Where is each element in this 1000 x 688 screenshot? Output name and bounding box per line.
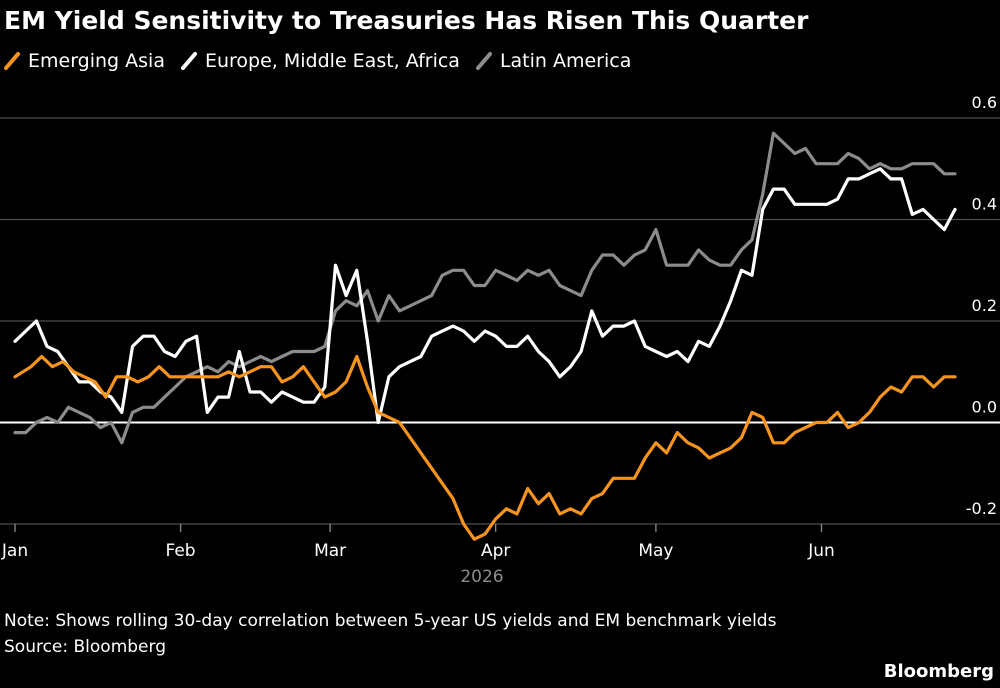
y-axis-ticks: 0.6 0.4 0.2 0.0 -0.2	[966, 93, 997, 518]
y-tick-label: 0.0	[972, 398, 997, 417]
legend-swatch-emea	[180, 52, 197, 70]
x-tick-label: Mar	[314, 541, 346, 561]
series-line-emea	[13, 167, 957, 425]
x-tick-label: May	[638, 541, 673, 561]
x-tick-label: Apr	[481, 541, 510, 561]
legend-label-emerging-asia: Emerging Asia	[28, 50, 165, 72]
legend-label-emea: Europe, Middle East, Africa	[204, 50, 460, 72]
y-tick-label: -0.2	[966, 499, 997, 518]
chart-source: Source: Bloomberg	[4, 637, 166, 657]
y-tick-label: 0.2	[972, 296, 997, 315]
legend-item-emerging-asia: Emerging Asia	[4, 50, 165, 72]
x-axis-label: 2026	[460, 567, 503, 587]
chart-note: Note: Shows rolling 30-day correlation b…	[4, 611, 777, 631]
series-line-emerging-asia	[13, 354, 957, 541]
legend-swatch-latin-america	[475, 52, 492, 70]
y-tick-label: 0.4	[972, 195, 997, 214]
legend-swatch-emerging-asia	[4, 52, 20, 70]
brand-logo: Bloomberg	[883, 661, 994, 682]
x-tick-label: Feb	[166, 541, 196, 561]
chart-legend: Emerging Asia Europe, Middle East, Afric…	[4, 50, 647, 72]
legend-item-emea: Europe, Middle East, Africa	[180, 50, 460, 72]
x-tick-label: Jan	[1, 541, 28, 561]
legend-label-latin-america: Latin America	[499, 50, 632, 72]
legend-item-latin-america: Latin America	[475, 50, 632, 72]
x-axis-ticks: Jan Feb Mar Apr May Jun	[1, 524, 835, 561]
y-tick-label: 0.6	[972, 93, 997, 112]
gridlines	[0, 117, 1000, 525]
chart-title: EM Yield Sensitivity to Treasuries Has R…	[4, 6, 809, 35]
x-tick-label: Jun	[807, 541, 835, 561]
series-line-latin-america	[13, 131, 957, 445]
series-lines	[13, 131, 957, 541]
